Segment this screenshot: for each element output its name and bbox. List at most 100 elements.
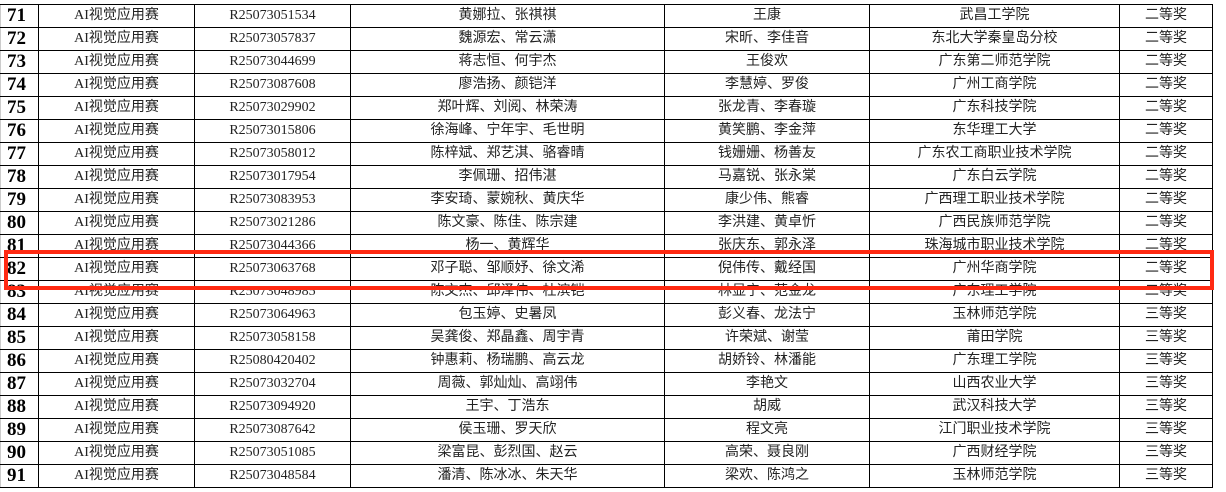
competition-cell[interactable]: AI视觉应用赛 — [38, 73, 195, 97]
advisors-cell[interactable]: 黄笑鹏、李金萍 — [664, 119, 870, 143]
registration-id-cell[interactable]: R25073021286 — [194, 211, 351, 235]
school-cell[interactable]: 广东农工商职业技术学院 — [869, 142, 1120, 166]
award-cell[interactable]: 三等奖 — [1119, 441, 1213, 465]
team-members-cell[interactable]: 李安琦、蒙婉秋、黄庆华 — [350, 188, 665, 212]
row-number[interactable]: 86 — [0, 349, 39, 373]
advisors-cell[interactable]: 彭义春、龙法宁 — [664, 303, 870, 327]
team-members-cell[interactable]: 周薇、郭灿灿、高翊伟 — [350, 372, 665, 396]
row-number[interactable]: 81 — [0, 234, 39, 258]
advisors-cell[interactable]: 王康 — [664, 4, 870, 28]
school-cell[interactable]: 武昌工学院 — [869, 4, 1120, 28]
team-members-cell[interactable]: 包玉婷、史暑凤 — [350, 303, 665, 327]
competition-cell[interactable]: AI视觉应用赛 — [38, 188, 195, 212]
competition-cell[interactable]: AI视觉应用赛 — [38, 418, 195, 442]
team-members-cell[interactable]: 潘清、陈冰冰、朱天华 — [350, 464, 665, 488]
award-cell[interactable]: 二等奖 — [1119, 257, 1213, 281]
school-cell[interactable]: 广东科技学院 — [869, 96, 1120, 120]
award-cell[interactable]: 二等奖 — [1119, 73, 1213, 97]
registration-id-cell[interactable]: R25073058012 — [194, 142, 351, 166]
advisors-cell[interactable]: 宋昕、李佳音 — [664, 27, 870, 51]
competition-cell[interactable]: AI视觉应用赛 — [38, 119, 195, 143]
competition-cell[interactable]: AI视觉应用赛 — [38, 4, 195, 28]
registration-id-cell[interactable]: R25073083953 — [194, 188, 351, 212]
award-cell[interactable]: 二等奖 — [1119, 119, 1213, 143]
row-number[interactable]: 91 — [0, 464, 39, 488]
advisors-cell[interactable]: 张龙青、李春璇 — [664, 96, 870, 120]
school-cell[interactable]: 东北大学秦皇岛分校 — [869, 27, 1120, 51]
award-cell[interactable]: 三等奖 — [1119, 326, 1213, 350]
row-number[interactable]: 72 — [0, 27, 39, 51]
school-cell[interactable]: 山西农业大学 — [869, 372, 1120, 396]
registration-id-cell[interactable]: R25073058158 — [194, 326, 351, 350]
competition-cell[interactable]: AI视觉应用赛 — [38, 349, 195, 373]
award-cell[interactable]: 三等奖 — [1119, 303, 1213, 327]
advisors-cell[interactable]: 许荣斌、谢莹 — [664, 326, 870, 350]
row-number[interactable]: 78 — [0, 165, 39, 189]
team-members-cell[interactable]: 魏源宏、常云潇 — [350, 27, 665, 51]
registration-id-cell[interactable]: R25073044699 — [194, 50, 351, 74]
team-members-cell[interactable]: 侯玉珊、罗天欣 — [350, 418, 665, 442]
advisors-cell[interactable]: 李洪建、黄卓忻 — [664, 211, 870, 235]
award-cell[interactable]: 二等奖 — [1119, 280, 1213, 304]
competition-cell[interactable]: AI视觉应用赛 — [38, 395, 195, 419]
award-cell[interactable]: 二等奖 — [1119, 188, 1213, 212]
row-number[interactable]: 82 — [0, 257, 39, 281]
registration-id-cell[interactable]: R25073032704 — [194, 372, 351, 396]
row-number[interactable]: 84 — [0, 303, 39, 327]
competition-cell[interactable]: AI视觉应用赛 — [38, 50, 195, 74]
row-number[interactable]: 80 — [0, 211, 39, 235]
team-members-cell[interactable]: 陈文豪、陈佳、陈宗建 — [350, 211, 665, 235]
row-number[interactable]: 87 — [0, 372, 39, 396]
competition-cell[interactable]: AI视觉应用赛 — [38, 96, 195, 120]
award-cell[interactable]: 二等奖 — [1119, 96, 1213, 120]
registration-id-cell[interactable]: R25080420402 — [194, 349, 351, 373]
competition-cell[interactable]: AI视觉应用赛 — [38, 303, 195, 327]
school-cell[interactable]: 广东理工学院 — [869, 280, 1120, 304]
team-members-cell[interactable]: 陈梓斌、郑艺淇、骆睿晴 — [350, 142, 665, 166]
award-cell[interactable]: 二等奖 — [1119, 27, 1213, 51]
advisors-cell[interactable]: 张庆东、郭永泽 — [664, 234, 870, 258]
competition-cell[interactable]: AI视觉应用赛 — [38, 27, 195, 51]
award-cell[interactable]: 二等奖 — [1119, 165, 1213, 189]
team-members-cell[interactable]: 黄娜拉、张祺祺 — [350, 4, 665, 28]
school-cell[interactable]: 广东理工学院 — [869, 349, 1120, 373]
registration-id-cell[interactable]: R25073063768 — [194, 257, 351, 281]
row-number[interactable]: 71 — [0, 4, 39, 28]
team-members-cell[interactable]: 徐海峰、宁年宇、毛世明 — [350, 119, 665, 143]
award-cell[interactable]: 二等奖 — [1119, 142, 1213, 166]
school-cell[interactable]: 东华理工大学 — [869, 119, 1120, 143]
team-members-cell[interactable]: 蒋志恒、何宇杰 — [350, 50, 665, 74]
school-cell[interactable]: 广东第二师范学院 — [869, 50, 1120, 74]
school-cell[interactable]: 广西民族师范学院 — [869, 211, 1120, 235]
team-members-cell[interactable]: 邓子聪、邹顺妤、徐文浠 — [350, 257, 665, 281]
competition-cell[interactable]: AI视觉应用赛 — [38, 326, 195, 350]
competition-cell[interactable]: AI视觉应用赛 — [38, 464, 195, 488]
registration-id-cell[interactable]: R25073094920 — [194, 395, 351, 419]
school-cell[interactable]: 玉林师范学院 — [869, 464, 1120, 488]
registration-id-cell[interactable]: R25073044366 — [194, 234, 351, 258]
competition-cell[interactable]: AI视觉应用赛 — [38, 257, 195, 281]
registration-id-cell[interactable]: R25073051534 — [194, 4, 351, 28]
registration-id-cell[interactable]: R25073051085 — [194, 441, 351, 465]
award-cell[interactable]: 三等奖 — [1119, 418, 1213, 442]
team-members-cell[interactable]: 杨一、黄辉华 — [350, 234, 665, 258]
advisors-cell[interactable]: 林显宁、范金龙 — [664, 280, 870, 304]
advisors-cell[interactable]: 倪伟传、戴经国 — [664, 257, 870, 281]
school-cell[interactable]: 江门职业技术学院 — [869, 418, 1120, 442]
advisors-cell[interactable]: 胡威 — [664, 395, 870, 419]
school-cell[interactable]: 莆田学院 — [869, 326, 1120, 350]
registration-id-cell[interactable]: R25073048985 — [194, 280, 351, 304]
competition-cell[interactable]: AI视觉应用赛 — [38, 165, 195, 189]
advisors-cell[interactable]: 康少伟、熊睿 — [664, 188, 870, 212]
award-cell[interactable]: 三等奖 — [1119, 372, 1213, 396]
award-cell[interactable]: 三等奖 — [1119, 349, 1213, 373]
row-number[interactable]: 76 — [0, 119, 39, 143]
team-members-cell[interactable]: 梁富昆、彭烈国、赵云 — [350, 441, 665, 465]
advisors-cell[interactable]: 王俊欢 — [664, 50, 870, 74]
registration-id-cell[interactable]: R25073048584 — [194, 464, 351, 488]
registration-id-cell[interactable]: R25073087642 — [194, 418, 351, 442]
school-cell[interactable]: 玉林师范学院 — [869, 303, 1120, 327]
row-number[interactable]: 89 — [0, 418, 39, 442]
row-number[interactable]: 79 — [0, 188, 39, 212]
team-members-cell[interactable]: 廖浩扬、颜铠洋 — [350, 73, 665, 97]
